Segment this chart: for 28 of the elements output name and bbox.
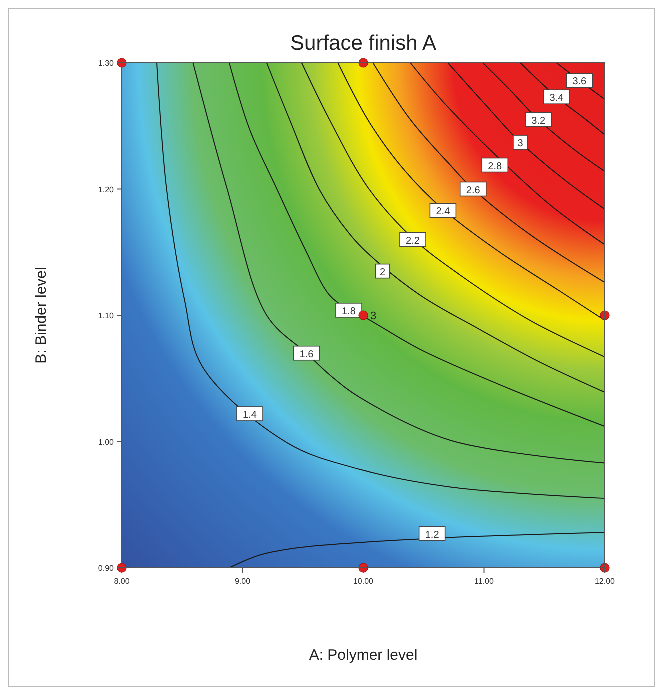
annotation: 1.2 xyxy=(425,530,440,541)
annotation: 3 xyxy=(370,310,377,322)
y-tick-label: 0.90 xyxy=(98,564,115,573)
x-tick-label: 8.00 xyxy=(114,577,130,586)
line-series xyxy=(301,62,606,358)
line-series xyxy=(192,62,606,464)
y-tick-label: 1.10 xyxy=(98,312,115,320)
line-series xyxy=(482,62,606,172)
annotation: 3 xyxy=(518,138,524,150)
x-tick-label: 10.00 xyxy=(353,577,374,586)
chart-title: Surface finish A xyxy=(290,32,436,55)
x-tick-label: 9.00 xyxy=(234,577,252,586)
line-series xyxy=(228,532,606,568)
y-tick-label: 1.00 xyxy=(98,438,115,447)
x-axis-title: A: Polymer level xyxy=(309,647,418,664)
line-series xyxy=(266,62,606,394)
line-series xyxy=(372,62,606,284)
line-series xyxy=(156,62,606,500)
annotation: 2.8 xyxy=(488,161,503,172)
line-series xyxy=(520,62,606,136)
x-tick-label: 11.00 xyxy=(474,577,495,586)
line-series xyxy=(228,62,606,428)
y-tick-label: 1.30 xyxy=(98,59,115,68)
annotation: 2 xyxy=(380,267,386,278)
y-axis-title: B: Binder level xyxy=(33,267,50,364)
annotation: 1.4 xyxy=(243,410,258,421)
x-tick-label: 12.00 xyxy=(594,577,616,586)
y-tick-label: 1.20 xyxy=(98,185,115,194)
